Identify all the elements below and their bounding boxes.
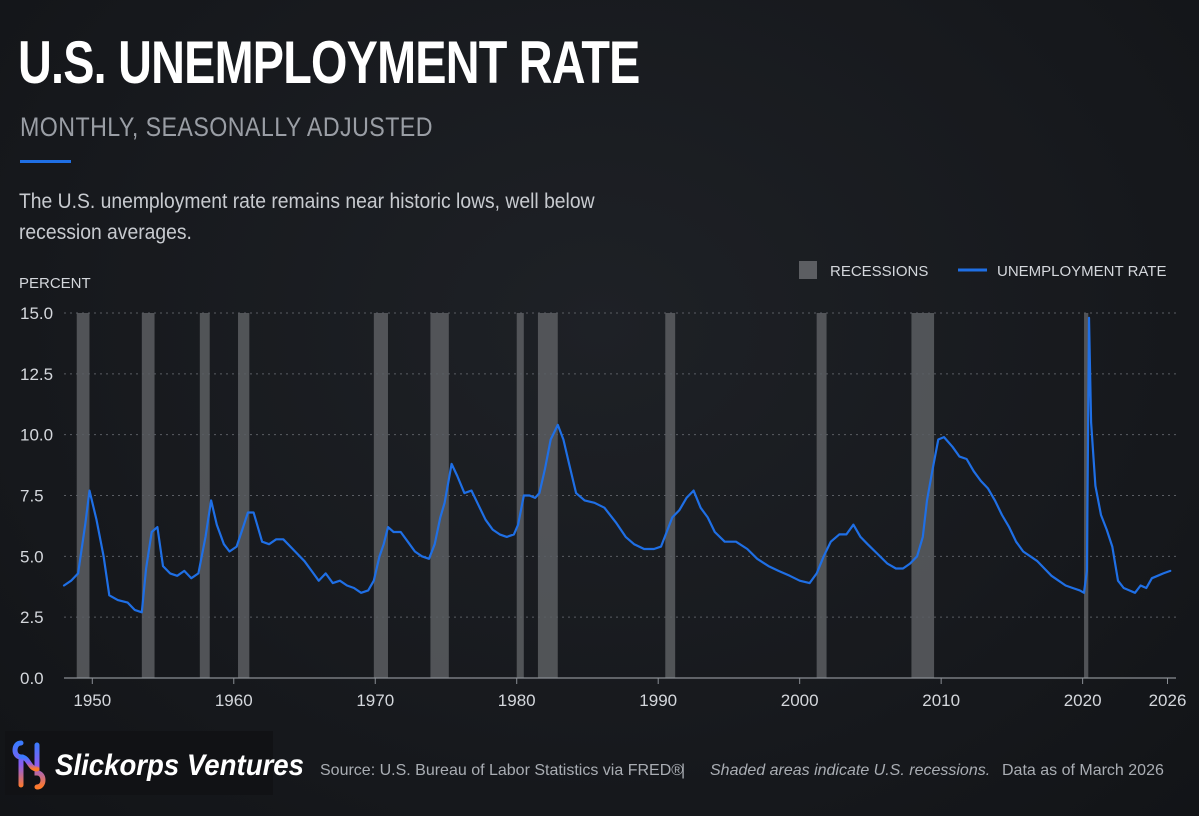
gridlines xyxy=(64,312,1176,679)
x-tick-label: 1980 xyxy=(498,691,536,710)
y-axis-label: PERCENT xyxy=(19,275,91,292)
y-tick-label: 7.5 xyxy=(20,487,44,506)
footer-separator: | xyxy=(681,762,686,779)
recession-band-4 xyxy=(373,313,388,678)
y-tick-label: 15.0 xyxy=(20,304,53,323)
x-tick-label: 1970 xyxy=(356,691,394,710)
series-line-0 xyxy=(62,316,1172,614)
y-tick-label: 2.5 xyxy=(20,608,44,627)
series-lines xyxy=(62,316,1172,614)
legend-label-unemployment-rate: UNEMPLOYMENT RATE xyxy=(997,263,1166,280)
y-tick-label: 0.0 xyxy=(20,669,44,688)
accent-rule xyxy=(20,160,71,163)
source-credit: Source: U.S. Bureau of Labor Statistics … xyxy=(320,762,684,779)
data-as-of: Data as of March 2026 xyxy=(1002,762,1164,779)
brand-logo-box xyxy=(5,731,273,795)
legend-label-recessions: RECESSIONS xyxy=(830,263,928,280)
x-tick-label: 2026 xyxy=(1149,691,1187,710)
recession-band-11 xyxy=(1084,313,1089,678)
x-tick-label: 1990 xyxy=(639,691,677,710)
page-title: U.S. UNEMPLOYMENT RATE xyxy=(18,29,640,96)
x-axis: 1950 1960 1970 1980 1990 2000 2010 2020 2026 xyxy=(73,678,1186,710)
page-subtitle: MONTHLY, SEASONALLY ADJUSTED xyxy=(20,112,433,142)
recession-band-7 xyxy=(537,313,558,678)
x-tick-label: 2010 xyxy=(922,691,960,710)
brand-name: Slickorps Ventures xyxy=(55,749,305,782)
gray-square-icon xyxy=(799,261,817,279)
x-tick-label: 1960 xyxy=(215,691,253,710)
recession-band-5 xyxy=(430,313,449,678)
recession-note: Shaded areas indicate U.S. recessions. xyxy=(710,762,991,779)
recession-band-3 xyxy=(238,313,250,678)
y-tick-label: 10.0 xyxy=(20,426,53,445)
recession-band-2 xyxy=(199,313,210,678)
x-tick-label: 2000 xyxy=(781,691,819,710)
x-tick-label: 1950 xyxy=(73,691,111,710)
chart-description: The U.S. unemployment rate remains near … xyxy=(19,190,595,244)
y-tick-label: 12.5 xyxy=(20,365,53,384)
recession-bands xyxy=(76,313,1089,678)
brand-logo-icon xyxy=(12,740,46,790)
chart-legend: RECESSIONS UNEMPLOYMENT RATE xyxy=(799,261,1166,280)
unemployment-chart: 0.0 2.5 5.0 7.5 10.0 12.5 15.0 1950 1960 1970 198… xyxy=(19,261,1186,710)
y-axis: 0.0 2.5 5.0 7.5 10.0 12.5 15.0 xyxy=(20,304,53,688)
x-tick-label: 2020 xyxy=(1064,691,1102,710)
y-tick-label: 5.0 xyxy=(20,547,44,566)
